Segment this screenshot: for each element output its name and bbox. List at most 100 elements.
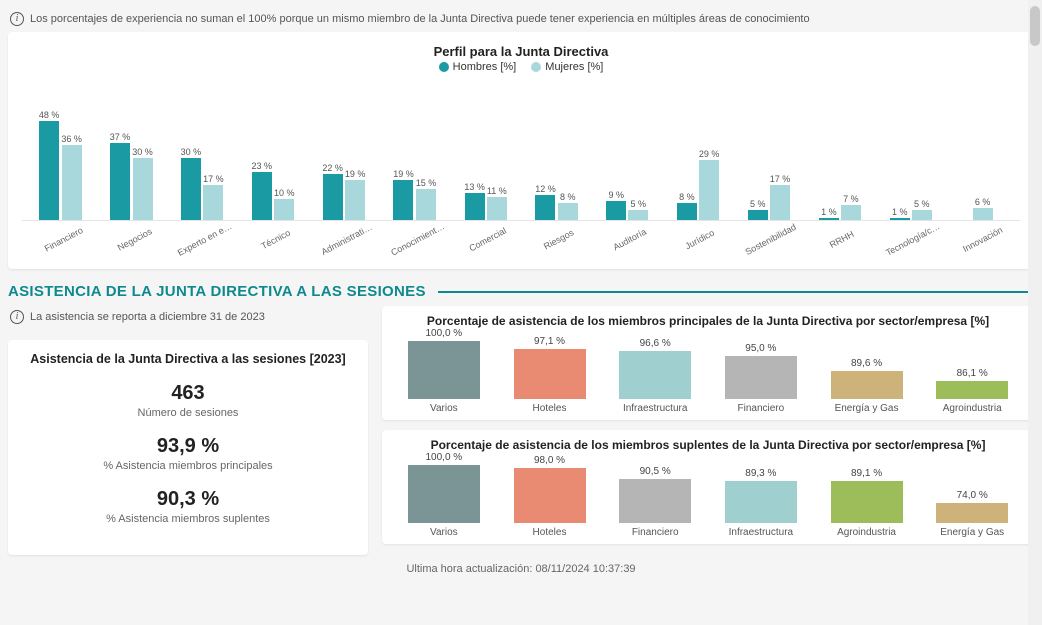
bar-hombres <box>748 210 768 220</box>
bar-group: 1 %5 % <box>876 110 945 220</box>
x-axis-label: Sostenibilidad <box>737 218 813 276</box>
sector-bar <box>514 349 586 399</box>
stat-label: % Asistencia miembros principales <box>22 460 354 472</box>
x-axis-label: Técnico <box>242 218 318 276</box>
bar-value-label: 13 % <box>464 182 485 192</box>
bar-mujeres <box>973 208 993 221</box>
bar-mujeres <box>487 197 507 220</box>
bar-value-label: 8 % <box>560 192 576 202</box>
bar-mujeres <box>274 199 294 220</box>
bar-hombres <box>535 195 555 220</box>
sector-bar-column: 89,6 %Energía y Gas <box>823 358 911 414</box>
sector-bar-label: Agroindustria <box>943 403 1002 414</box>
bar-mujeres <box>62 145 82 220</box>
alternate-attendance-title: Porcentaje de asistencia de los miembros… <box>394 438 1022 452</box>
x-axis-label: Financiero <box>30 218 106 276</box>
sector-bar-label: Varios <box>430 527 458 538</box>
bar-hombres <box>110 143 130 220</box>
bar-group: 23 %10 % <box>239 110 308 220</box>
bar-value-label: 10 % <box>274 188 295 198</box>
sector-bar-label: Energía y Gas <box>835 403 899 414</box>
bar-mujeres <box>133 158 153 221</box>
attendance-footnote-text: La asistencia se reporta a diciembre 31 … <box>30 311 265 323</box>
sector-bar-column: 86,1 %Agroindustria <box>928 368 1016 414</box>
bar-value-label: 30 % <box>181 147 202 157</box>
sector-bar <box>408 465 480 523</box>
bar-mujeres <box>203 185 223 220</box>
sector-bar-value: 100,0 % <box>425 452 462 463</box>
bar-hombres <box>181 158 201 221</box>
bar-hombres <box>890 218 910 220</box>
sector-bar-column: 89,1 %Agroindustria <box>823 468 911 538</box>
sector-bar <box>936 503 1008 523</box>
bar-group: 22 %19 % <box>309 110 378 220</box>
bar-value-label: 1 % <box>821 207 837 217</box>
sector-bar-label: Infraestructura <box>729 527 793 538</box>
sector-bar-value: 90,5 % <box>640 466 671 477</box>
bar-hombres <box>677 203 697 220</box>
sector-bar <box>725 481 797 523</box>
sector-bar <box>514 468 586 523</box>
bar-value-label: 5 % <box>631 199 647 209</box>
page-scrollbar[interactable] <box>1028 0 1042 625</box>
sector-bar-column: 97,1 %Hoteles <box>506 336 594 414</box>
x-axis-label: Tecnología/c… <box>879 218 955 276</box>
profile-chart-card: Perfil para la Junta Directiva Hombres [… <box>8 32 1034 269</box>
scrollbar-handle[interactable] <box>1030 6 1040 46</box>
sector-bar-label: Financiero <box>738 403 785 414</box>
bar-group: 5 %17 % <box>735 110 804 220</box>
principal-attendance-title: Porcentaje de asistencia de los miembros… <box>394 314 1022 328</box>
info-icon: i <box>10 12 24 26</box>
bar-value-label: 1 % <box>892 207 908 217</box>
x-axis-label: RRHH <box>808 218 884 276</box>
x-axis-label: Administrati… <box>313 218 389 276</box>
legend-hombres: Hombres [%] <box>439 61 517 73</box>
sector-bar-value: 74,0 % <box>957 490 988 501</box>
sector-bar-value: 100,0 % <box>425 328 462 339</box>
bar-group: 48 %36 % <box>26 110 95 220</box>
bar-group: 12 % 8 % <box>522 110 591 220</box>
stat-value: 93,9 % <box>22 435 354 458</box>
bar-hombres <box>465 193 485 220</box>
bar-value-label: 12 % <box>535 184 556 194</box>
bar-group: 19 %15 % <box>380 110 449 220</box>
bar-value-label: 19 % <box>345 169 366 179</box>
sector-bar-column: 96,6 %Infraestructura <box>611 338 699 414</box>
sector-bar-value: 89,3 % <box>745 468 776 479</box>
sector-bar-label: Varios <box>430 403 458 414</box>
x-axis-label: Comercial <box>454 218 530 276</box>
bar-value-label: 7 % <box>843 194 859 204</box>
bar-group: 8 %29 % <box>664 110 733 220</box>
bar-value-label: 17 % <box>770 174 791 184</box>
x-axis-label: Innovación <box>949 218 1025 276</box>
principal-attendance-card: Porcentaje de asistencia de los miembros… <box>382 306 1034 420</box>
attendance-section-header: ASISTENCIA DE LA JUNTA DIRECTIVA A LAS S… <box>8 283 1034 300</box>
bar-mujeres <box>628 210 648 220</box>
sector-bar-label: Energía y Gas <box>940 527 1004 538</box>
bar-hombres <box>819 218 839 220</box>
sector-bar-column: 98,0 %Hoteles <box>506 455 594 538</box>
sector-bar-value: 95,0 % <box>745 343 776 354</box>
bar-value-label: 29 % <box>699 149 720 159</box>
alternate-attendance-chart: 100,0 %Varios98,0 %Hoteles90,5 %Financie… <box>394 458 1022 538</box>
principal-attendance-chart: 100,0 %Varios97,1 %Hoteles96,6 %Infraest… <box>394 334 1022 414</box>
bar-mujeres <box>345 180 365 220</box>
sector-bar-value: 89,1 % <box>851 468 882 479</box>
sector-bar-label: Hoteles <box>533 527 567 538</box>
bar-value-label: 22 % <box>322 163 343 173</box>
section-rule <box>438 291 1034 293</box>
bar-group: 37 %30 % <box>97 110 166 220</box>
bar-value-label: 37 % <box>110 132 131 142</box>
bar-value-label: 17 % <box>203 174 224 184</box>
bar-group: 13 %11 % <box>451 110 520 220</box>
attendance-footnote: i La asistencia se reporta a diciembre 3… <box>10 310 366 324</box>
sector-bar <box>831 481 903 523</box>
bar-group: 30 % 17 % <box>168 110 237 220</box>
info-icon: i <box>10 310 24 324</box>
sector-bar-label: Financiero <box>632 527 679 538</box>
sector-bar-column: 95,0 % Financiero <box>717 343 805 415</box>
sector-bar-column: 100,0 % Varios <box>400 328 488 414</box>
x-axis-label: Jurídico <box>667 218 743 276</box>
sector-bar-value: 96,6 % <box>640 338 671 349</box>
sector-bar <box>619 351 691 399</box>
